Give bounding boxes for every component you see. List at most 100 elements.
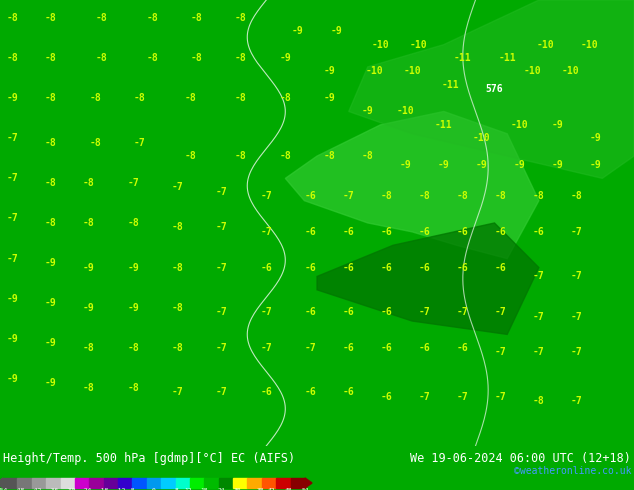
Text: -10: -10 (372, 40, 389, 49)
Text: -7: -7 (571, 227, 583, 237)
Text: -7: -7 (495, 347, 507, 357)
Text: 0: 0 (152, 489, 156, 490)
Bar (46, 478, 60, 488)
Text: -54: -54 (0, 489, 9, 490)
Text: -8: -8 (324, 151, 335, 161)
Text: -8: -8 (235, 93, 247, 103)
Text: -8: -8 (184, 151, 196, 161)
Text: -30: -30 (65, 489, 75, 490)
Text: -8: -8 (83, 383, 94, 393)
Polygon shape (349, 0, 634, 178)
Text: -8: -8 (146, 53, 158, 63)
Text: -9: -9 (476, 160, 488, 170)
Bar (176, 478, 190, 488)
Text: -7: -7 (457, 307, 469, 317)
Text: -11: -11 (498, 53, 516, 63)
Text: -10: -10 (397, 106, 415, 117)
Text: -7: -7 (571, 396, 583, 406)
Text: -8: -8 (7, 53, 18, 63)
Text: -7: -7 (305, 343, 316, 353)
Text: -10: -10 (473, 133, 491, 143)
Text: -8: -8 (191, 13, 202, 23)
Bar (161, 478, 176, 488)
Text: -9: -9 (324, 93, 335, 103)
Text: -8: -8 (533, 191, 545, 201)
Text: -8: -8 (96, 53, 107, 63)
Text: -9: -9 (45, 338, 56, 348)
Text: -10: -10 (581, 40, 598, 49)
Text: -7: -7 (216, 343, 228, 353)
Text: -7: -7 (134, 138, 145, 147)
Text: -9: -9 (438, 160, 450, 170)
Text: -7: -7 (571, 347, 583, 357)
Text: -10: -10 (536, 40, 554, 49)
Bar (104, 478, 118, 488)
Text: -8: -8 (127, 218, 139, 228)
Text: -6: -6 (419, 263, 430, 272)
Text: -9: -9 (552, 120, 564, 130)
Bar (3, 478, 17, 488)
Text: -9: -9 (324, 66, 335, 76)
Text: -8: -8 (235, 151, 247, 161)
Text: -8: -8 (172, 263, 183, 272)
Text: 54: 54 (301, 489, 309, 490)
Text: -9: -9 (7, 93, 18, 103)
Bar (262, 478, 276, 488)
Text: -9: -9 (590, 160, 602, 170)
Text: -8: -8 (235, 13, 247, 23)
Text: -8: -8 (45, 53, 56, 63)
Text: -6: -6 (419, 343, 430, 353)
Text: -8: -8 (128, 489, 136, 490)
Text: -6: -6 (261, 388, 272, 397)
Polygon shape (0, 478, 3, 488)
Polygon shape (285, 112, 539, 259)
Text: 576: 576 (486, 84, 503, 94)
Text: -9: -9 (7, 294, 18, 304)
Text: 42: 42 (268, 489, 275, 490)
Text: -7: -7 (216, 263, 228, 272)
Text: -9: -9 (45, 378, 56, 389)
Text: Height/Temp. 500 hPa [gdmp][°C] EC (AIFS): Height/Temp. 500 hPa [gdmp][°C] EC (AIFS… (3, 452, 295, 465)
Bar (133, 478, 147, 488)
Text: -6: -6 (533, 227, 545, 237)
Text: 18: 18 (200, 489, 208, 490)
Text: We 19-06-2024 06:00 UTC (12+18): We 19-06-2024 06:00 UTC (12+18) (410, 452, 631, 465)
Text: ©weatheronline.co.uk: ©weatheronline.co.uk (514, 466, 631, 476)
Text: -8: -8 (571, 191, 583, 201)
Text: -8: -8 (45, 93, 56, 103)
Text: -6: -6 (495, 227, 507, 237)
Text: -7: -7 (495, 307, 507, 317)
Bar (190, 478, 204, 488)
Text: -6: -6 (457, 263, 469, 272)
Text: 48: 48 (285, 489, 292, 490)
Text: -6: -6 (381, 263, 392, 272)
Text: -8: -8 (83, 343, 94, 353)
Text: -11: -11 (441, 80, 459, 90)
Text: -8: -8 (134, 93, 145, 103)
Text: -6: -6 (457, 227, 469, 237)
Text: 38: 38 (257, 489, 264, 490)
Text: -10: -10 (511, 120, 529, 130)
Bar (118, 478, 133, 488)
Text: -7: -7 (457, 392, 469, 402)
Text: -9: -9 (45, 298, 56, 308)
Text: -24: -24 (81, 489, 93, 490)
Text: 12: 12 (184, 489, 191, 490)
Text: -9: -9 (330, 26, 342, 36)
Text: -7: -7 (261, 343, 272, 353)
Text: -8: -8 (172, 303, 183, 313)
Text: -8: -8 (495, 191, 507, 201)
Text: -7: -7 (172, 388, 183, 397)
Text: -8: -8 (45, 138, 56, 147)
Text: -9: -9 (552, 160, 564, 170)
Text: -7: -7 (533, 312, 545, 321)
Polygon shape (305, 478, 312, 488)
Text: -11: -11 (454, 53, 472, 63)
Text: -8: -8 (146, 13, 158, 23)
Text: -8: -8 (457, 191, 469, 201)
Text: -42: -42 (31, 489, 42, 490)
Text: -10: -10 (365, 66, 383, 76)
Text: -8: -8 (280, 151, 291, 161)
Text: -6: -6 (381, 343, 392, 353)
Text: 30: 30 (234, 489, 242, 490)
